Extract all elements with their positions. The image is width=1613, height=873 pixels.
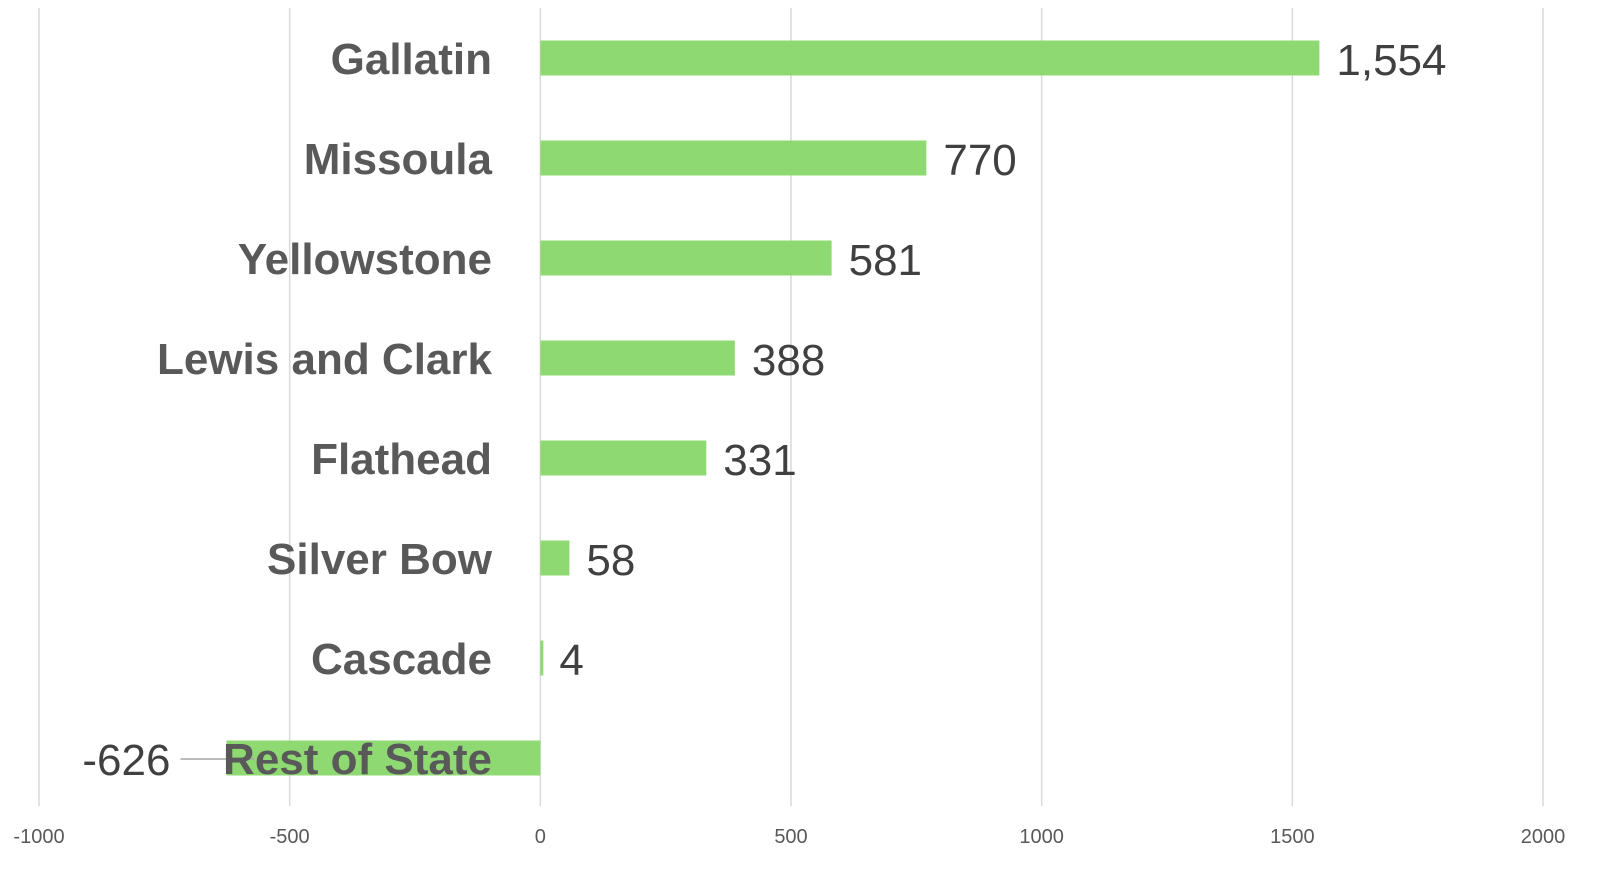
data-label: 388 (752, 336, 825, 385)
x-tick-label: 1000 (1019, 826, 1064, 848)
bar-silver-bow (540, 540, 570, 576)
data-label: 4 (559, 636, 583, 685)
x-tick-label: -500 (270, 826, 310, 848)
data-labels: 1,554 770 581 388 331 58 4 -626 (82, 36, 1446, 785)
x-tick-label: 0 (535, 826, 546, 848)
category-label: Silver Bow (267, 535, 493, 584)
bar-missoula (540, 140, 927, 176)
bars (226, 40, 1320, 776)
category-label: Rest of State (223, 735, 492, 784)
data-label: 770 (943, 136, 1016, 185)
bar-rest-of-state (226, 740, 541, 776)
data-label: 331 (723, 436, 796, 485)
bar-lewis-and-clark (540, 340, 735, 376)
x-tick-label: 1500 (1270, 826, 1315, 848)
x-tick-label: 2000 (1521, 826, 1566, 848)
data-label: -626 (82, 736, 170, 785)
gridlines (38, 8, 1544, 806)
data-label: 1,554 (1336, 36, 1446, 85)
category-label: Yellowstone (238, 235, 492, 284)
category-label: Lewis and Clark (157, 335, 493, 384)
data-label: 58 (586, 536, 635, 585)
x-tick-label: 500 (774, 826, 807, 848)
category-label: Cascade (311, 635, 492, 684)
category-labels: Gallatin Missoula Yellowstone Lewis and Cla… (157, 35, 493, 784)
x-tick-label: -1000 (13, 826, 64, 848)
x-axis-tick-labels: -1000 -500 0 500 1000 1500 2000 (13, 826, 1565, 848)
bar-gallatin (540, 40, 1320, 76)
category-label: Gallatin (331, 35, 492, 84)
category-label: Flathead (311, 435, 492, 484)
data-label: 581 (849, 236, 922, 285)
bar-flathead (540, 440, 707, 476)
category-label: Missoula (304, 135, 493, 184)
bar-cascade (540, 640, 544, 676)
bar-yellowstone (540, 240, 832, 276)
